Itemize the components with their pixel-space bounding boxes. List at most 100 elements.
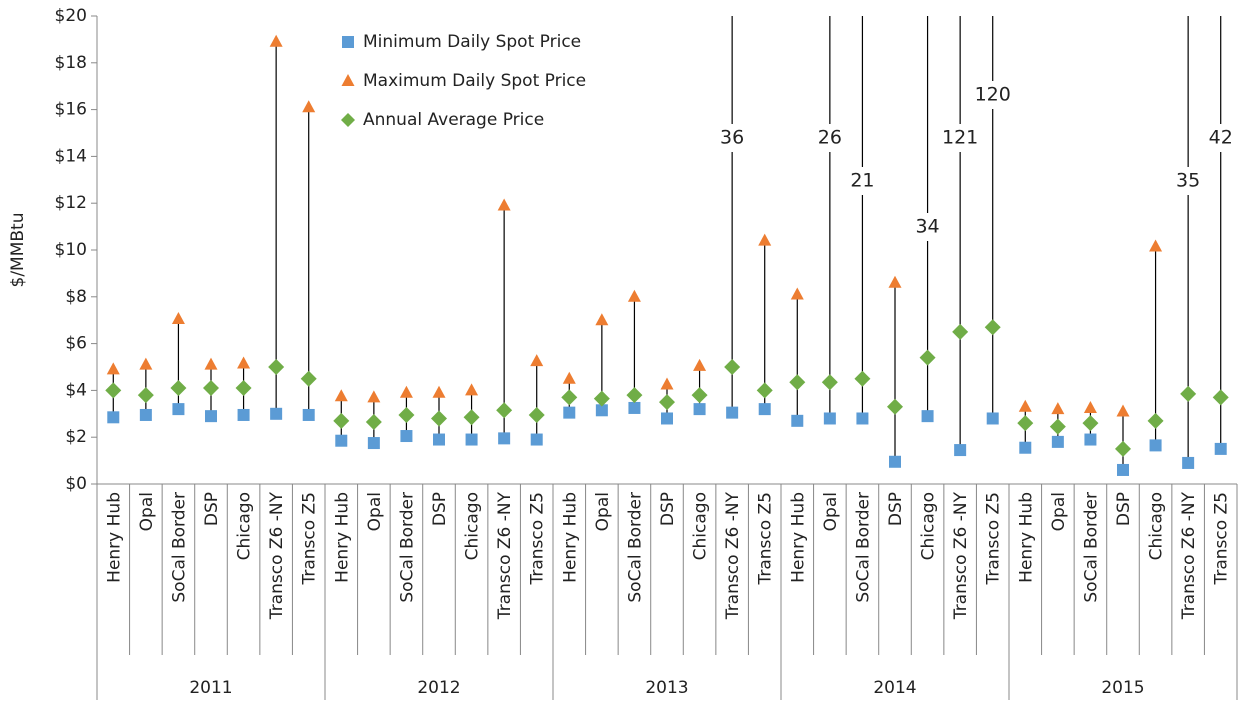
label-gap [966, 81, 1019, 109]
x-tick-label: SoCal Border [625, 492, 645, 603]
avg-marker [300, 370, 317, 387]
avg-marker [105, 382, 122, 399]
x-tick-label: Opal [365, 492, 385, 531]
min-marker [823, 412, 836, 425]
max-marker [627, 289, 641, 302]
legend-marker [341, 113, 355, 127]
max-marker [790, 287, 804, 300]
avg-marker [137, 387, 154, 404]
off-scale-label: 36 [720, 127, 744, 149]
avg-marker [203, 380, 219, 397]
x-tick-label: Transco Z5 [984, 492, 1004, 586]
x-tick-label: Transco Z6 -NY [267, 491, 287, 620]
legend-label: Minimum Daily Spot Price [363, 32, 581, 52]
min-marker [661, 412, 673, 425]
x-tick-label: DSP [658, 492, 678, 526]
avg-marker [1180, 385, 1197, 402]
label-gap [803, 124, 856, 152]
x-tick-label: Transco Z6 -NY [1179, 491, 1199, 620]
min-marker [758, 403, 771, 416]
y-tick-label: $18 [55, 53, 87, 73]
min-marker [367, 437, 380, 450]
min-marker [433, 433, 445, 446]
min-marker [1149, 439, 1162, 452]
max-marker [302, 100, 316, 113]
x-tick-label: Chicago [1147, 492, 1167, 560]
max-marker [334, 389, 348, 402]
x-tick-label: Transco Z5 [1212, 492, 1232, 586]
max-marker [1051, 402, 1065, 415]
group-label: 2013 [645, 678, 688, 698]
min-marker [986, 412, 999, 425]
min-marker [1182, 456, 1195, 469]
legend-item: Minimum Daily Spot Price [342, 32, 581, 52]
max-marker [269, 34, 283, 47]
x-tick-label: Chicago [919, 492, 939, 560]
y-tick-label: $8 [65, 287, 87, 307]
max-marker [1149, 239, 1163, 252]
min-marker [498, 432, 511, 445]
avg-marker [626, 387, 643, 404]
avg-marker [431, 410, 447, 427]
x-tick-label: Chicago [463, 492, 483, 560]
off-scale-label: 35 [1176, 170, 1200, 192]
x-tick-label: Henry Hub [788, 492, 808, 583]
y-tick-label: $4 [65, 380, 87, 400]
label-gap [706, 124, 759, 152]
max-marker [399, 385, 413, 398]
off-scale-label: 21 [850, 170, 874, 192]
min-marker [921, 410, 934, 423]
label-gap [901, 213, 954, 241]
max-marker [171, 312, 185, 325]
group-label: 2012 [417, 678, 460, 698]
legend-item: Maximum Daily Spot Price [341, 71, 586, 91]
x-tick-label: SoCal Border [169, 492, 189, 603]
min-marker [1051, 435, 1064, 448]
x-tick-label: Opal [593, 492, 613, 531]
avg-marker [1147, 412, 1164, 429]
min-marker [335, 434, 348, 447]
x-tick-label: DSP [886, 492, 906, 526]
min-marker [628, 401, 641, 414]
min-marker [889, 455, 901, 468]
y-tick-label: $20 [55, 6, 87, 26]
x-tick-label: Chicago [235, 492, 255, 560]
avg-marker [561, 389, 578, 406]
x-tick-label: DSP [1114, 492, 1134, 526]
x-tick-label: SoCal Border [1081, 492, 1101, 603]
legend-marker [341, 74, 355, 86]
group-label: 2015 [1101, 678, 1144, 698]
max-marker [562, 371, 576, 384]
y-tick-label: $10 [55, 240, 87, 260]
x-tick-label: Henry Hub [332, 492, 352, 583]
avg-marker [1017, 415, 1034, 432]
min-marker [954, 444, 967, 457]
off-scale-label: 121 [942, 127, 978, 149]
x-tick-label: Opal [137, 492, 157, 531]
max-marker [237, 356, 251, 369]
x-tick-label: DSP [430, 492, 450, 526]
y-axis-label: $/MMBtu [8, 213, 28, 288]
y-tick-label: $14 [55, 146, 87, 166]
avg-marker [1115, 440, 1131, 457]
legend-marker [342, 36, 354, 48]
max-marker [106, 362, 120, 375]
avg-marker [1082, 415, 1099, 432]
legend-label: Annual Average Price [363, 110, 544, 130]
min-marker [1117, 463, 1129, 476]
avg-marker [170, 380, 187, 397]
min-marker [726, 406, 739, 419]
label-gap [836, 167, 889, 195]
avg-marker [398, 406, 415, 423]
y-tick-label: $12 [55, 193, 87, 213]
max-marker [1083, 400, 1097, 413]
max-marker [888, 275, 902, 288]
label-gap [1162, 167, 1215, 195]
group-label: 2011 [189, 678, 232, 698]
max-marker [432, 385, 446, 398]
x-tick-label: Henry Hub [560, 492, 580, 583]
off-scale-label: 42 [1209, 127, 1233, 149]
min-marker [791, 414, 804, 427]
label-gap [1194, 124, 1244, 152]
